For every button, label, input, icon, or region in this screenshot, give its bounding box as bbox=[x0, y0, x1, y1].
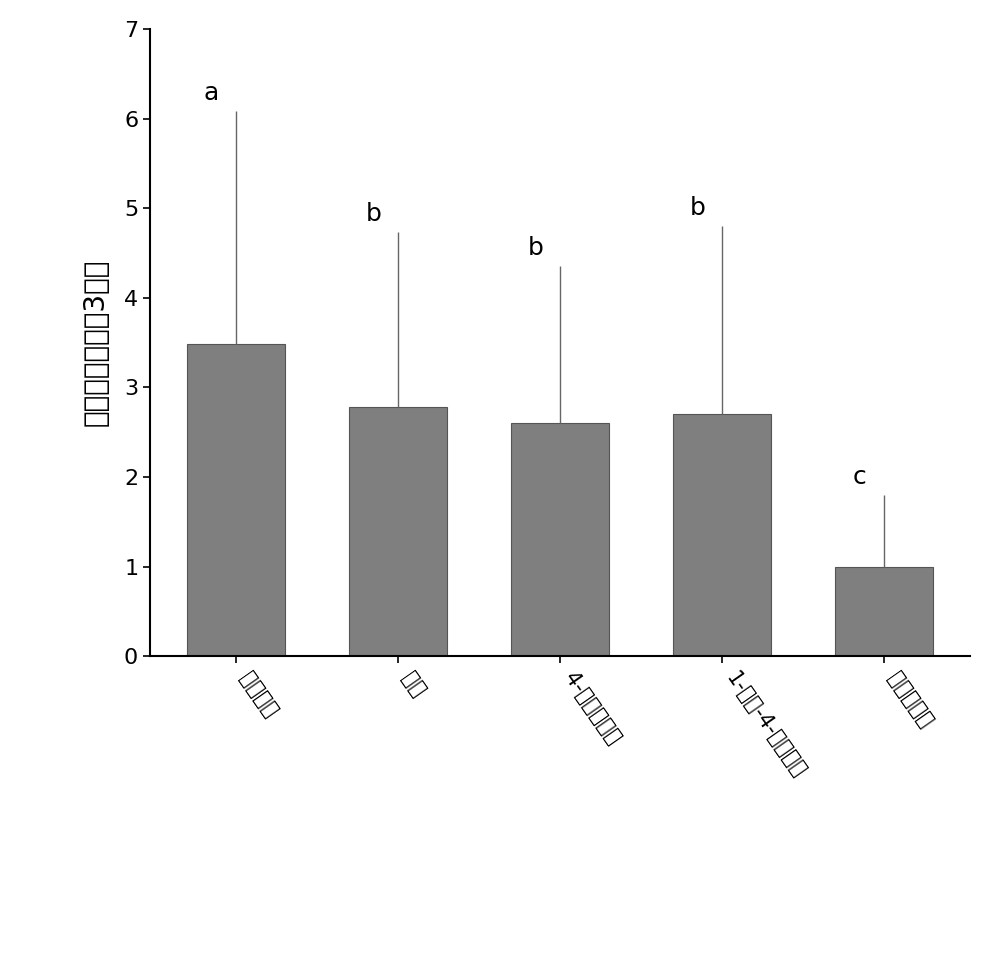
Y-axis label: 密蜂访花密度／3分钟: 密蜂访花密度／3分钟 bbox=[82, 259, 110, 427]
Text: b: b bbox=[528, 236, 544, 261]
Text: a: a bbox=[204, 81, 219, 105]
Bar bbox=[349, 407, 447, 656]
Text: c: c bbox=[853, 464, 867, 488]
Text: b: b bbox=[366, 202, 382, 226]
Bar bbox=[835, 566, 933, 656]
Bar bbox=[187, 345, 285, 656]
Bar bbox=[673, 414, 771, 656]
Bar bbox=[511, 424, 609, 656]
Text: b: b bbox=[690, 196, 706, 220]
